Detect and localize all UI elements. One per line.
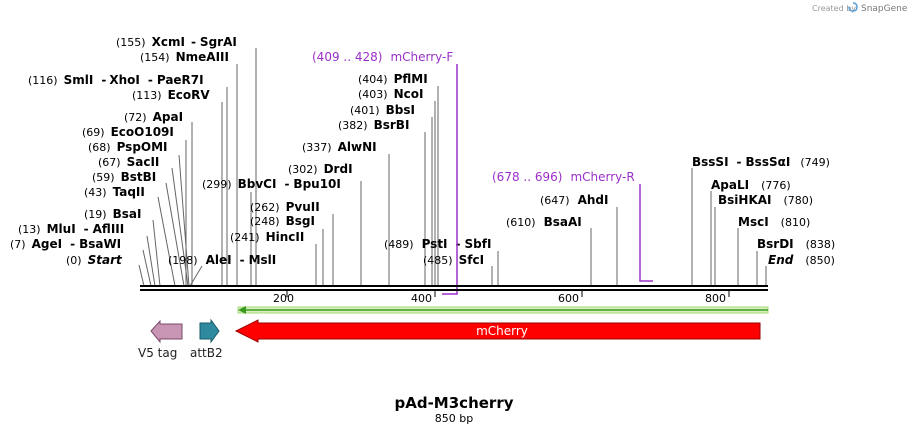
primer-marker — [442, 64, 458, 295]
site-label[interactable]: (403) NcoI — [358, 87, 423, 101]
site-label[interactable]: (13) MluI - AflIII — [18, 222, 124, 236]
site-label[interactable]: (485) SfcI — [423, 253, 484, 267]
ruler-tick-label: 600 — [558, 292, 579, 305]
ruler-tick-label: 800 — [705, 292, 726, 305]
sequence-backbone — [140, 285, 768, 291]
site-label[interactable]: (113) EcoRV — [132, 88, 210, 102]
credit-text: Created by — [812, 4, 856, 13]
site-label[interactable]: (610) BsaAI — [506, 215, 582, 229]
primer-mcherry-f[interactable]: (409 .. 428) mCherry-F — [312, 50, 458, 295]
primer-mcherry-r[interactable]: (678 .. 696) mCherry-R — [492, 170, 653, 282]
site-label[interactable]: (69) EcoO109I — [82, 125, 174, 139]
v5-tag-arrow-icon — [150, 319, 183, 344]
site-label[interactable]: (68) PspOMI — [88, 140, 168, 154]
site-label[interactable]: (401) BbsI — [350, 103, 415, 117]
site-label[interactable]: (382) BsrBI — [338, 118, 409, 132]
feature-label: attB2 — [190, 346, 223, 360]
site-label[interactable]: (302) DrdI — [288, 162, 353, 176]
site-label[interactable]: BssSI - BssSαI (749) — [692, 155, 830, 169]
site-label[interactable]: (299) BbvCI - Bpu10I — [202, 177, 341, 191]
feature-attb2[interactable]: attB2 — [190, 318, 223, 360]
site-label[interactable]: (67) SacII — [98, 155, 159, 169]
plasmid-title: pAd-M3cherry — [395, 394, 514, 412]
feature-v5-tag[interactable]: V5 tag — [138, 319, 183, 360]
ruler-tick-label: 400 — [411, 292, 432, 305]
orf-arrow[interactable] — [237, 306, 769, 314]
site-label[interactable]: (241) HincII — [230, 230, 304, 244]
site-label[interactable]: (155) XcmI - SgrAI — [116, 35, 237, 49]
site-label[interactable]: (43) TaqII — [84, 185, 145, 199]
plasmid-length: 850 bp — [435, 412, 473, 425]
site-label[interactable]: BsiHKAI (780) — [718, 193, 813, 207]
site-label[interactable]: (404) PflMI — [358, 72, 428, 86]
credit-brand: SnapGene — [861, 4, 908, 14]
site-label[interactable]: (7) AgeI - BsaWI — [10, 237, 121, 251]
site-label[interactable]: (59) BstBI — [92, 170, 156, 184]
ruler: 200 400 600 800 — [273, 290, 730, 305]
primer-range: (409 .. 428) mCherry-F — [312, 50, 453, 64]
left-site-labels: (155) XcmI - SgrAI (154) NmeAIII (116) SmlI - X… — [10, 35, 237, 267]
site-label[interactable]: ApaLI (776) — [711, 178, 791, 192]
ruler-tick-label: 200 — [273, 292, 294, 305]
site-label-start[interactable]: (0) Start — [66, 253, 123, 267]
site-label[interactable]: (248) BsgI — [250, 214, 315, 228]
site-label[interactable]: MscI (810) — [738, 215, 810, 229]
snapgene-logo-icon — [848, 2, 858, 12]
mcherry-arrow-icon — [234, 319, 761, 343]
primer-range: (678 .. 696) mCherry-R — [492, 170, 635, 184]
site-label[interactable]: (116) SmlI - XhoI - PaeR7I — [28, 73, 204, 87]
site-label[interactable]: (262) PvuII — [250, 200, 320, 214]
site-label[interactable]: (337) AlwNI — [302, 140, 377, 154]
site-label[interactable]: BsrDI (838) — [757, 237, 835, 251]
middle-site-labels: (198) AleI - MslI (299) BbvCI - Bpu10I (302) Dr… — [168, 72, 608, 267]
site-label[interactable]: (19) BsaI — [84, 207, 141, 221]
site-label[interactable]: (72) ApaI — [124, 110, 183, 124]
right-site-labels: BssSI - BssSαI (749) ApaLI (776) BsiHKAI (780… — [692, 155, 835, 267]
site-label[interactable]: (198) AleI - MslI — [168, 253, 276, 267]
site-label[interactable]: (489) PstI - SbfI — [384, 237, 491, 251]
feature-label: mCherry — [476, 324, 528, 338]
attb2-arrow-icon — [199, 318, 220, 344]
feature-label: V5 tag — [138, 346, 177, 360]
site-label-end[interactable]: End (850) — [768, 253, 835, 267]
site-label[interactable]: (647) AhdI — [540, 193, 608, 207]
site-label[interactable]: (154) NmeAIII — [140, 50, 229, 64]
primer-marker — [639, 184, 653, 282]
feature-mcherry[interactable]: mCherry — [234, 319, 761, 343]
left-cut-lines — [138, 48, 767, 287]
